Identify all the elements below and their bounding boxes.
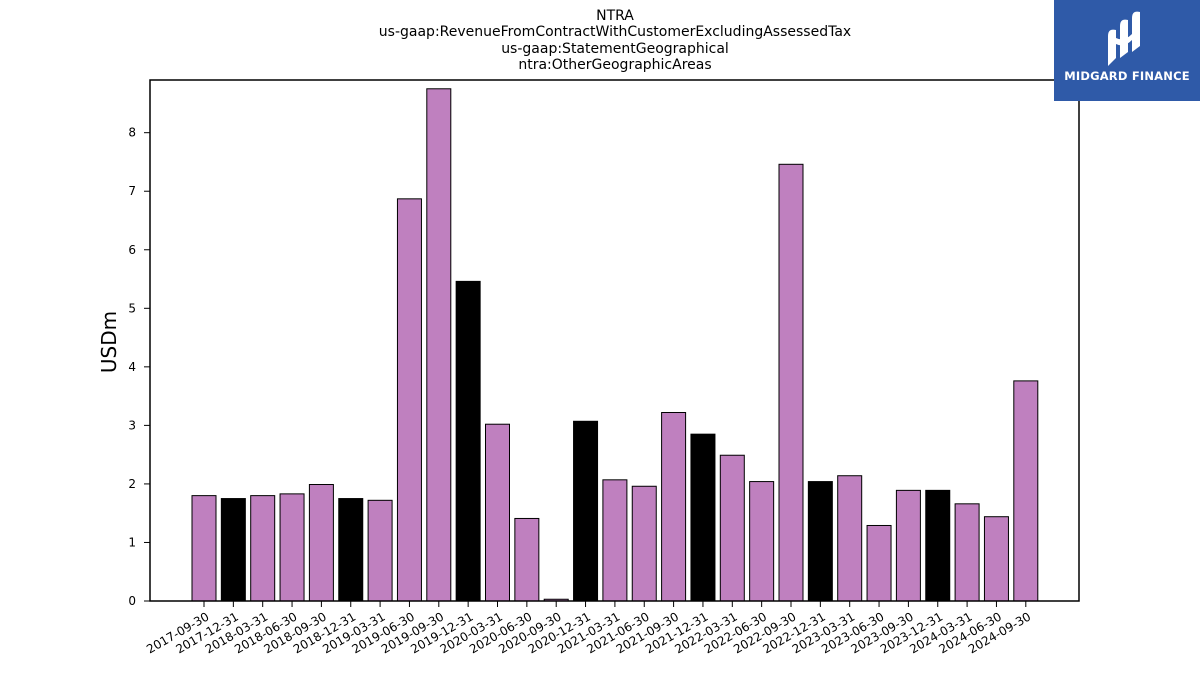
bar-2024-03-31 xyxy=(954,503,980,602)
bar-2020-03-31 xyxy=(485,423,510,602)
bar-2023-12-31 xyxy=(925,489,951,602)
bar-2022-06-30 xyxy=(749,481,775,602)
plot-frame xyxy=(149,79,1080,602)
title-line-1: NTRA xyxy=(596,8,634,24)
y-tick-label: 4 xyxy=(128,360,136,374)
x-axis: 2017-09-302017-12-312018-03-312018-06-30… xyxy=(144,601,1033,656)
bar-2018-06-30 xyxy=(279,493,305,602)
bar-2018-03-31 xyxy=(250,495,276,602)
midgard-logo-icon xyxy=(1108,11,1140,67)
y-tick-label: 2 xyxy=(128,477,136,491)
bar-2018-12-31 xyxy=(338,498,364,602)
midgard-finance-logo: MIDGARD FINANCE xyxy=(1054,0,1200,101)
y-tick-label: 0 xyxy=(128,594,136,608)
bar-2021-03-31 xyxy=(602,479,628,602)
bar-2022-03-31 xyxy=(719,454,745,602)
y-tick-label: 8 xyxy=(128,126,136,140)
bar-2019-09-30 xyxy=(426,88,452,602)
bar-2020-06-30 xyxy=(514,517,540,602)
y-tick-label: 3 xyxy=(128,418,136,432)
bar-2019-06-30 xyxy=(396,198,422,602)
bar-2018-09-30 xyxy=(308,484,334,602)
bar-2021-09-30 xyxy=(661,412,687,602)
bar-2022-09-30 xyxy=(778,163,804,602)
title-line-4: ntra:OtherGeographicAreas xyxy=(518,57,711,73)
bar-2023-06-30 xyxy=(866,524,892,602)
title-line-3: us-gaap:StatementGeographical xyxy=(501,41,729,57)
y-axis-label: USDm xyxy=(97,311,121,373)
bar-2024-06-30 xyxy=(983,516,1009,602)
y-axis: 0 1 2 3 4 5 6 7 8 xyxy=(128,126,150,608)
bar-2023-03-31 xyxy=(837,475,863,602)
bar-2017-09-30 xyxy=(191,495,217,602)
bar-2019-03-31 xyxy=(367,499,393,602)
bar-2020-12-31 xyxy=(573,420,599,602)
bar-2021-06-30 xyxy=(631,485,657,602)
y-tick-label: 6 xyxy=(128,243,136,257)
bar-2019-12-31 xyxy=(455,280,481,602)
chart-title: NTRA us-gaap:RevenueFromContractWithCust… xyxy=(379,8,851,73)
bar-2017-12-31 xyxy=(220,498,246,602)
bar-2022-12-31 xyxy=(807,481,833,602)
bar-2023-09-30 xyxy=(895,489,921,602)
logo-text: MIDGARD FINANCE xyxy=(1064,69,1190,83)
y-tick-label: 1 xyxy=(128,535,136,549)
bars xyxy=(191,88,1039,602)
y-tick-label: 5 xyxy=(128,301,136,315)
y-tick-label: 7 xyxy=(128,184,136,198)
bar-2021-12-31 xyxy=(690,433,716,602)
bar-2024-09-30 xyxy=(1013,380,1039,602)
title-line-2: us-gaap:RevenueFromContractWithCustomerE… xyxy=(379,24,851,40)
